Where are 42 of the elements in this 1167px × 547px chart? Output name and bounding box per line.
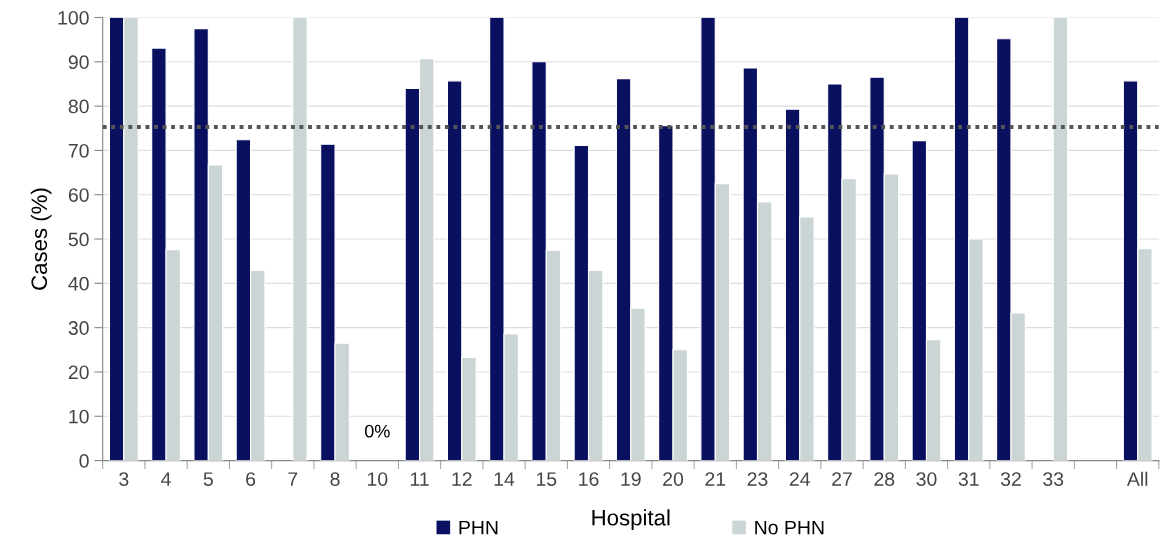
legend-label: PHN <box>459 520 498 535</box>
x-tick-label: 3 <box>119 472 129 486</box>
y-tick-label: 0 <box>79 454 89 468</box>
y-tick-label: 30 <box>68 321 89 335</box>
x-tick-label: 7 <box>288 472 298 486</box>
y-tick-label: 20 <box>68 365 89 380</box>
x-tick-label: 6 <box>246 472 256 486</box>
x-tick-label: 19 <box>621 472 641 486</box>
y-tick-label: 90 <box>68 55 89 70</box>
x-tick-label: 8 <box>330 472 340 486</box>
x-tick-label: 31 <box>958 472 979 486</box>
x-tick-label: 21 <box>705 472 726 486</box>
x-tick-label: 33 <box>1043 472 1064 486</box>
x-tick-label: 27 <box>832 472 852 486</box>
x-tick-label: 16 <box>579 472 599 486</box>
y-tick-label: 70 <box>68 143 89 158</box>
x-axis-title: Hospital <box>592 509 670 530</box>
y-tick-label: 10 <box>69 409 89 424</box>
x-tick-label: 15 <box>536 472 557 486</box>
x-tick-label: 14 <box>494 472 515 486</box>
x-tick-label: 30 <box>916 472 937 486</box>
x-tick-label: 4 <box>161 472 171 486</box>
x-tick-label: 23 <box>747 472 768 486</box>
y-tick-label: 100 <box>58 10 89 25</box>
annotation: 0% <box>364 424 390 438</box>
x-tick-label: 32 <box>1000 472 1021 486</box>
y-tick-label: 40 <box>68 276 89 291</box>
x-tick-label: 24 <box>789 472 810 486</box>
x-tick-label: All <box>1126 471 1148 486</box>
x-tick-label: 10 <box>367 472 388 486</box>
bar <box>1052 17 1069 461</box>
y-tick-label: 50 <box>68 232 89 247</box>
legend-label: No PHN <box>755 520 824 535</box>
y-tick-label: 60 <box>68 188 89 202</box>
x-tick-label: 11 <box>410 472 429 486</box>
y-tick-label: 80 <box>68 99 89 114</box>
x-tick-label: 20 <box>663 472 684 486</box>
x-tick-label: 5 <box>203 472 213 486</box>
y-axis-title: Cases (%) <box>30 188 52 290</box>
bar <box>292 17 308 461</box>
x-tick-label: 12 <box>452 472 472 486</box>
x-tick-label: 28 <box>874 472 895 486</box>
